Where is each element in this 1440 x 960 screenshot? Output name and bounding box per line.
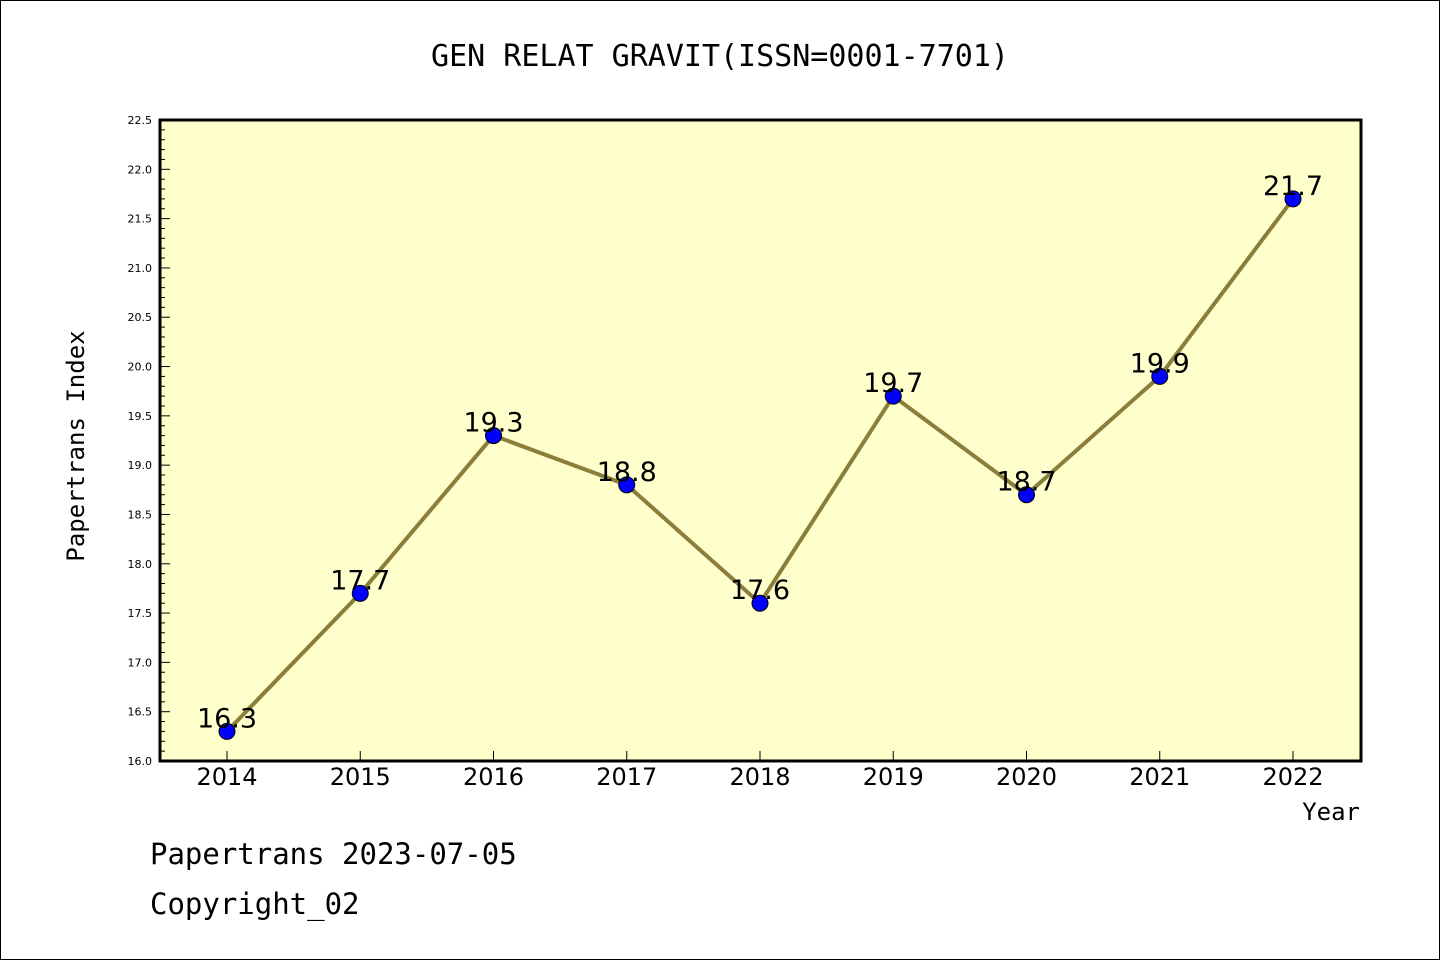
x-tick-label: 2018 [729, 763, 790, 791]
y-tick-label: 19.0 [128, 459, 153, 472]
x-tick-label: 2016 [463, 763, 524, 791]
y-tick-label: 19.5 [128, 410, 153, 423]
data-label: 19.9 [1130, 348, 1190, 379]
series-markers [218, 190, 1302, 740]
data-point-marker [884, 387, 902, 405]
y-tick-label: 18.0 [128, 558, 153, 571]
y-tick-label: 21.0 [128, 262, 153, 275]
x-tick-label: 2020 [996, 763, 1057, 791]
data-point-marker [1151, 367, 1169, 385]
data-label: 19.3 [463, 408, 523, 439]
y-axis-label: Papertrans Index [62, 330, 90, 561]
plot-area [160, 120, 1361, 761]
data-label: 16.3 [197, 703, 257, 734]
plot-border [158, 118, 1363, 763]
y-tick-label: 17.0 [128, 656, 153, 669]
x-tick-label: 2021 [1129, 763, 1190, 791]
y-tick-label: 17.5 [128, 607, 153, 620]
y-tick-label: 22.0 [128, 163, 153, 176]
data-label: 19.7 [863, 368, 923, 399]
y-tick-label: 16.5 [128, 706, 153, 719]
y-tick-label: 20.5 [128, 311, 153, 324]
x-axis: 2014 2015 2016 2017 2018 2019 2020 2021 2022 [196, 751, 1324, 791]
data-point-marker [351, 584, 369, 602]
data-point-marker [1018, 486, 1035, 504]
data-point-marker [618, 476, 636, 494]
footer-date: Papertrans 2023-07-05 [150, 837, 517, 871]
data-point-marker [218, 722, 236, 740]
chart-title: GEN RELAT GRAVIT(ISSN=0001-7701) [431, 39, 1009, 74]
x-axis-label: Year [1302, 798, 1360, 826]
data-point-marker [751, 594, 769, 612]
y-tick-label: 18.5 [128, 508, 153, 521]
data-label: 18.7 [996, 467, 1056, 498]
y-tick-label: 20.0 [128, 361, 153, 374]
data-label: 17.7 [330, 565, 390, 596]
data-label: 18.8 [597, 457, 657, 488]
y-tick-label: 21.5 [128, 213, 153, 226]
x-tick-label: 2022 [1262, 763, 1323, 791]
data-labels: 16.3 17.7 19.3 18.8 17.6 19.7 18.7 19.9 21.7 [197, 171, 1323, 735]
data-label: 21.7 [1263, 171, 1323, 202]
data-point-marker [1284, 190, 1302, 208]
x-tick-label: 2019 [863, 763, 924, 791]
data-label: 17.6 [730, 575, 790, 606]
y-axis: 16.0 16.5 17.0 17.5 18.0 18.5 19.0 19.5 20.0 20.5… [128, 114, 170, 768]
y-tick-label: 16.0 [128, 755, 153, 768]
y-tick-label: 22.5 [128, 114, 153, 127]
data-point-marker [485, 427, 502, 445]
x-tick-label: 2014 [196, 763, 257, 791]
footer-copyright: Copyright_02 [150, 887, 360, 922]
x-tick-label: 2017 [596, 763, 657, 791]
x-tick-label: 2015 [330, 763, 391, 791]
